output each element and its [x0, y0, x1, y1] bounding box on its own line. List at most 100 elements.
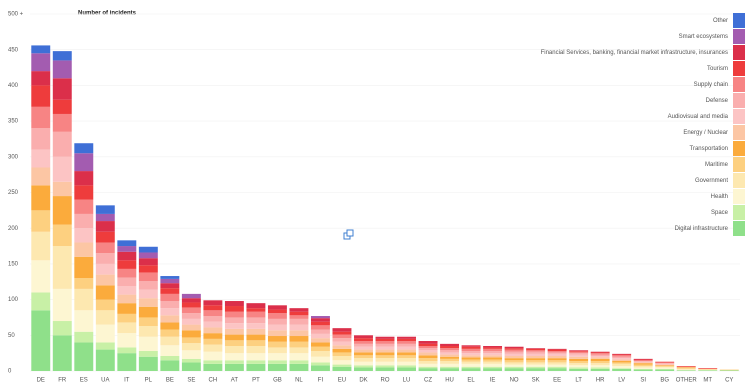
bar-segment: [526, 348, 546, 351]
bar-segment: [181, 343, 201, 351]
bar-segment: [203, 360, 223, 364]
y-tick-label: 300: [8, 154, 19, 160]
bar-segment: [289, 347, 309, 354]
bar-segment: [461, 345, 481, 347]
bar-segment: [440, 361, 460, 364]
bar-segment: [676, 368, 696, 370]
bar-segment: [633, 368, 653, 370]
bar-segment: [590, 363, 610, 366]
legend-swatch: [733, 125, 745, 140]
bar-segment: [440, 354, 460, 357]
legend-label: Smart ecosystems: [679, 34, 728, 40]
bar-segment: [440, 358, 460, 362]
bar-segment: [526, 362, 546, 365]
legend-label: Digital infrastructure: [675, 226, 729, 232]
legend-swatch: [733, 77, 745, 92]
bar-segment: [354, 365, 373, 368]
bar-segment: [397, 361, 416, 366]
bar-segment: [354, 358, 373, 362]
bar-segment: [526, 351, 546, 354]
bar-segment: [483, 361, 503, 364]
bar-segment: [289, 324, 309, 331]
bar-segment: [612, 354, 632, 356]
bar-segment: [310, 365, 330, 371]
bar-segment: [74, 242, 94, 257]
x-tick-label: PT: [252, 378, 260, 384]
legend-label: Health: [711, 194, 728, 200]
bar-segment: [418, 358, 438, 362]
bar-segment: [181, 362, 201, 371]
bar-segment: [138, 298, 158, 307]
bar-segment: [676, 370, 696, 371]
bar-segment: [483, 351, 503, 354]
bar-segment: [375, 338, 395, 342]
bar-segment: [590, 368, 610, 371]
x-tick-label: PL: [145, 378, 153, 384]
bar-segment: [461, 353, 481, 356]
bar-segment: [633, 362, 653, 364]
bar-segment: [612, 359, 632, 362]
bar-segment: [52, 321, 72, 336]
bar-segment: [354, 338, 373, 342]
x-tick-label: DE: [37, 378, 45, 384]
bar-segment: [418, 346, 438, 349]
bar-segment: [117, 347, 137, 354]
bar-segment: [590, 356, 610, 358]
bar-segment: [332, 356, 352, 361]
bar-segment: [655, 367, 675, 369]
bar-segment: [95, 324, 115, 343]
legend-swatch: [733, 157, 745, 172]
bar-segment: [74, 213, 94, 229]
bar-segment: [418, 366, 438, 369]
legend-swatch: [733, 221, 745, 236]
bar-segment: [418, 341, 438, 344]
bar-segment: [461, 348, 481, 352]
bar-segment: [31, 310, 51, 371]
bar-segment: [504, 364, 524, 367]
bar-segment: [633, 361, 653, 362]
bar-segment: [181, 324, 201, 331]
bar-segment: [138, 326, 158, 337]
bar-segment: [310, 356, 330, 363]
y-tick-label: 500 +: [8, 12, 24, 18]
bar-segment: [655, 365, 675, 367]
bar-segment: [418, 368, 438, 371]
x-tick-label: HU: [445, 378, 454, 384]
bar-segment: [95, 213, 115, 222]
bar-segment: [138, 265, 158, 273]
bar-segment: [354, 335, 373, 339]
bar-segment: [547, 353, 567, 357]
bar-segment: [95, 299, 115, 311]
bar-segment: [569, 365, 589, 368]
bar-segment: [138, 317, 158, 327]
cursor-icon: [343, 229, 354, 240]
bar-segment: [310, 316, 330, 319]
bar-segment: [310, 338, 330, 343]
bar-segment: [418, 352, 438, 356]
bar-segment: [676, 366, 696, 367]
x-tick-label: OTHER: [676, 378, 698, 384]
x-tick-label: GB: [273, 378, 282, 384]
bar-segment: [612, 355, 632, 357]
bar-segment: [332, 348, 352, 353]
x-tick-label: BG: [660, 378, 669, 384]
bar-segment: [52, 131, 72, 157]
bar-segment: [655, 366, 675, 368]
bar-segment: [289, 308, 309, 312]
bar-segment: [181, 307, 201, 314]
bar-segment: [117, 268, 137, 278]
bar-segment: [440, 368, 460, 371]
bar-segment: [138, 281, 158, 290]
bar-segment: [160, 288, 180, 294]
bar-segment: [31, 53, 51, 72]
y-tick-label: 250: [8, 190, 19, 196]
bar-segment: [160, 301, 180, 309]
bar-segment: [267, 324, 287, 331]
bar-segment: [117, 294, 137, 304]
bar-segment: [698, 368, 718, 370]
bar-segment: [74, 278, 94, 289]
bar-segment: [117, 286, 137, 295]
bar-segment: [612, 361, 632, 363]
bar-segment: [52, 335, 72, 371]
bar-segment: [719, 369, 739, 371]
